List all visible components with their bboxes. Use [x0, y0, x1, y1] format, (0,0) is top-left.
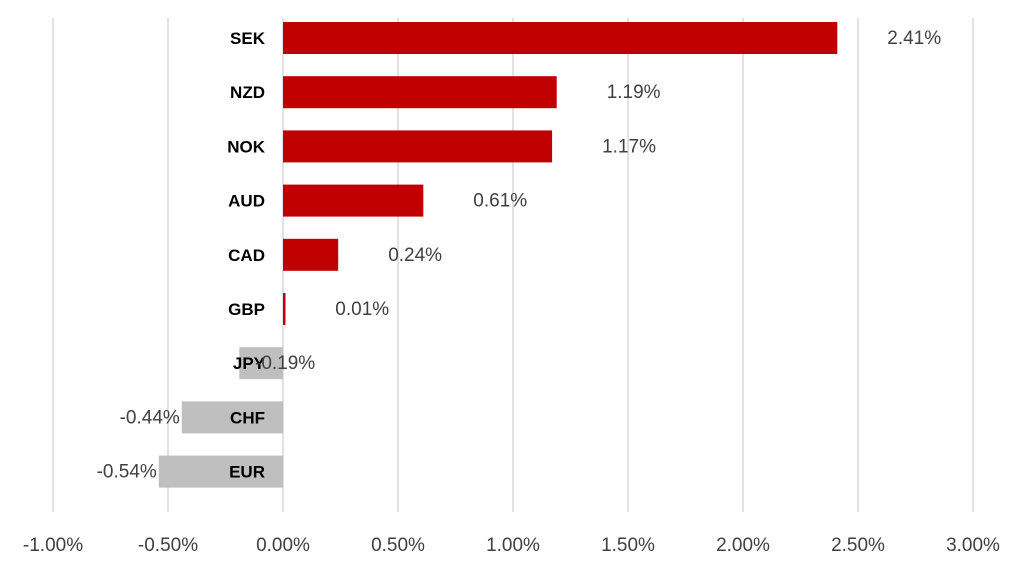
x-tick-label: -1.00% [23, 535, 83, 556]
x-tick-label: 0.50% [371, 535, 425, 556]
category-label-eur: EUR [229, 463, 265, 482]
x-tick-label: 1.00% [486, 535, 540, 556]
bars [158, 22, 838, 488]
x-tick-label: 2.50% [831, 535, 885, 556]
category-label-nzd: NZD [230, 83, 265, 102]
data-label-nok: 1.17% [602, 136, 656, 157]
category-label-chf: CHF [230, 408, 265, 427]
data-label-gbp: 0.01% [335, 299, 389, 320]
category-label-jpy: JPY [233, 354, 266, 373]
data-label-aud: 0.61% [473, 191, 527, 212]
data-label-cad: 0.24% [388, 245, 442, 266]
bar-jpy [239, 347, 283, 380]
bar-sek [283, 22, 838, 54]
x-tick-label: 1.50% [601, 535, 655, 556]
category-label-gbp: GBP [228, 300, 265, 319]
bar-aud [283, 184, 424, 217]
data-label-chf: -0.44% [120, 407, 180, 428]
data-label-eur: -0.54% [97, 462, 157, 483]
category-label-cad: CAD [228, 246, 265, 265]
category-label-aud: AUD [228, 192, 265, 211]
x-tick-label: 3.00% [946, 535, 1000, 556]
category-label-sek: SEK [230, 29, 266, 48]
data-label-sek: 2.41% [887, 28, 941, 49]
bar-nok [283, 130, 553, 163]
data-labels: 2.41% 1.19% 1.17% 0.61% 0.24% 0.01% -0.19% -0.4… [97, 28, 942, 483]
data-label-jpy: -0.19% [255, 353, 315, 374]
data-label-nzd: 1.19% [607, 82, 661, 103]
x-axis-tick-labels: -1.00% -0.50% 0.00% 0.50% 1.00% 1.50% 2.00% 2.5… [23, 535, 1000, 556]
x-tick-label: 0.00% [256, 535, 310, 556]
category-label-nok: NOK [227, 137, 266, 156]
x-tick-label: 2.00% [716, 535, 770, 556]
bar-nzd [283, 76, 557, 109]
x-tick-label: -0.50% [138, 535, 198, 556]
bar-cad [283, 238, 339, 271]
bar-chf [181, 401, 283, 434]
category-labels: SEK NZD NOK AUD CAD GBP JPY CHF EUR [227, 29, 266, 482]
bar-gbp [283, 293, 286, 325]
bar-eur [158, 455, 283, 488]
